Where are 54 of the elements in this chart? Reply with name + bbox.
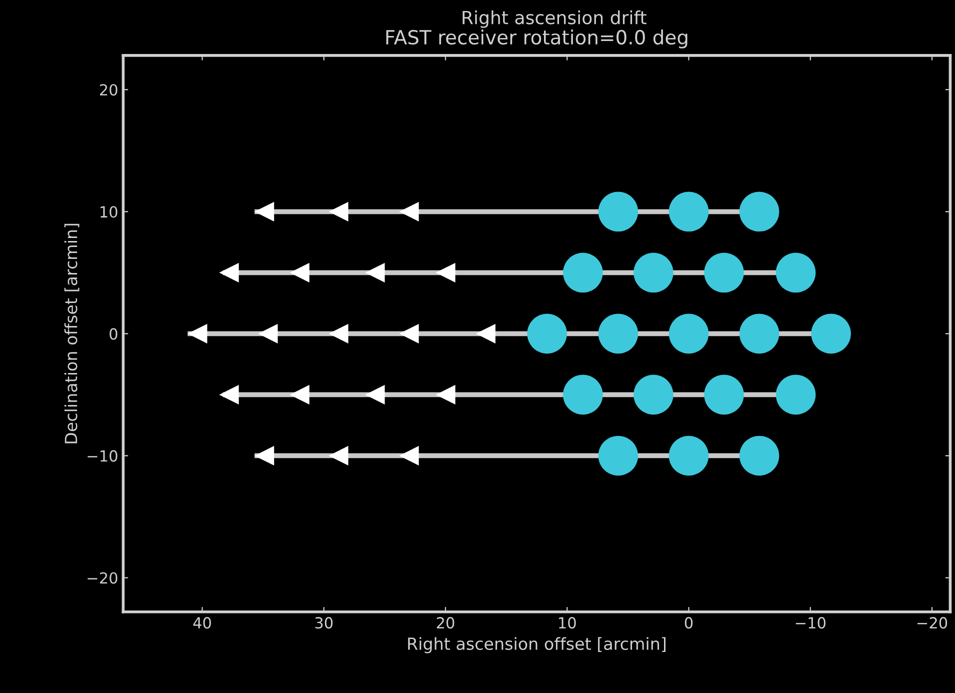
point	[219, 262, 239, 282]
point	[188, 324, 208, 344]
x-tick-label: 30	[315, 617, 333, 629]
point	[668, 192, 709, 232]
point	[598, 436, 638, 476]
point	[254, 202, 274, 222]
chart-subtitle: FAST receiver rotation=0.0 deg	[386, 30, 688, 48]
point	[219, 384, 239, 405]
y-tick-label: −20	[88, 572, 118, 584]
point	[527, 314, 567, 354]
point	[399, 446, 419, 466]
point	[436, 384, 456, 405]
point	[399, 202, 419, 222]
point	[634, 374, 674, 415]
point	[739, 314, 780, 354]
point	[563, 252, 603, 293]
point	[668, 314, 709, 354]
x-axis-title: Right ascension offset [arcmin]	[408, 637, 666, 654]
point	[328, 446, 348, 466]
point	[704, 374, 744, 415]
y-tick-label: −10	[88, 450, 118, 462]
point	[739, 436, 780, 476]
chart-title: Right ascension drift	[462, 10, 646, 28]
point	[563, 374, 603, 415]
point	[290, 384, 310, 405]
point	[258, 324, 278, 344]
point	[776, 252, 816, 293]
x-tick-label: 40	[193, 617, 211, 629]
x-tick-label: 10	[559, 617, 576, 629]
point	[328, 324, 348, 344]
y-tick-label: 10	[100, 206, 118, 218]
point	[254, 446, 274, 466]
point	[436, 262, 456, 282]
point	[328, 202, 348, 222]
x-tick-label: −20	[917, 617, 948, 629]
point	[290, 262, 310, 282]
point	[704, 252, 744, 293]
point	[776, 374, 816, 415]
point	[739, 192, 780, 232]
point	[634, 252, 674, 293]
point	[476, 324, 496, 344]
point	[399, 324, 419, 344]
y-tick-label: 0	[110, 328, 118, 340]
x-tick-label: 20	[436, 617, 454, 629]
point	[598, 314, 638, 354]
y-axis-title: Declination offset [arcmin]	[64, 224, 80, 444]
point	[365, 262, 385, 282]
x-tick-label: −10	[796, 617, 826, 629]
y-tick-label: 20	[100, 84, 118, 96]
x-tick-label: 0	[684, 617, 693, 629]
point	[365, 384, 385, 405]
point	[811, 314, 851, 354]
point	[668, 436, 709, 476]
point	[598, 192, 638, 232]
